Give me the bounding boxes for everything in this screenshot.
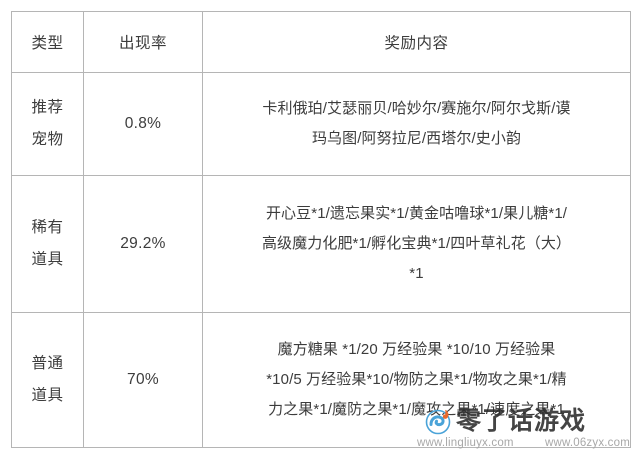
reward-line: 卡利俄珀/艾瑟丽贝/哈妙尔/赛施尔/阿尔戈斯/谟	[262, 100, 571, 117]
table-body: 推荐 宠物 0.8% 卡利俄珀/艾瑟丽贝/哈妙尔/赛施尔/阿尔戈斯/谟 玛乌图/…	[11, 72, 631, 448]
reward-line: 开心豆*1/遗忘果实*1/黄金咕噜球*1/果儿糖*1/	[265, 205, 568, 222]
table-row: 稀有 道具 29.2% 开心豆*1/遗忘果实*1/黄金咕噜球*1/果儿糖*1/ …	[11, 175, 631, 313]
cell-type: 推荐 宠物	[11, 72, 84, 176]
cell-type: 稀有 道具	[11, 175, 84, 313]
cell-reward: 卡利俄珀/艾瑟丽贝/哈妙尔/赛施尔/阿尔戈斯/谟 玛乌图/阿努拉尼/西塔尔/史小…	[202, 72, 631, 176]
reward-line: 玛乌图/阿努拉尼/西塔尔/史小韵	[311, 130, 522, 147]
reward-rate-table: 类型 出现率 奖励内容 推荐 宠物 0.8% 卡利俄珀/艾瑟丽贝/哈妙尔/赛施尔…	[11, 11, 631, 448]
cell-reward: 开心豆*1/遗忘果实*1/黄金咕噜球*1/果儿糖*1/ 高级魔力化肥*1/孵化宝…	[202, 175, 631, 313]
type-line: 推荐	[31, 99, 64, 117]
column-header-type: 类型	[11, 11, 84, 73]
cell-reward: 魔方糖果 *1/20 万经验果 *10/10 万经验果 *10/5 万经验果*1…	[202, 312, 631, 448]
cell-rate: 70%	[83, 312, 203, 448]
cell-rate: 0.8%	[83, 72, 203, 176]
cell-rate: 29.2%	[83, 175, 203, 313]
reward-line: 力之果*1/魔防之果*1/魔攻之果*1/速度之果*1	[268, 401, 565, 418]
cell-type: 普通 道具	[11, 312, 84, 448]
table-header-row: 类型 出现率 奖励内容	[11, 11, 631, 73]
reward-line: 高级魔力化肥*1/孵化宝典*1/四叶草礼花（大）	[261, 235, 572, 252]
column-header-reward: 奖励内容	[202, 11, 631, 73]
type-line: 宠物	[31, 131, 64, 148]
column-header-rate: 出现率	[83, 11, 203, 73]
type-line: 稀有	[31, 219, 64, 237]
table-row: 普通 道具 70% 魔方糖果 *1/20 万经验果 *10/10 万经验果 *1…	[11, 312, 631, 448]
type-line: 普通	[31, 355, 64, 373]
table-row: 推荐 宠物 0.8% 卡利俄珀/艾瑟丽贝/哈妙尔/赛施尔/阿尔戈斯/谟 玛乌图/…	[11, 72, 631, 176]
reward-line: *10/5 万经验果*10/物防之果*1/物攻之果*1/精	[266, 371, 567, 388]
type-line: 道具	[31, 251, 64, 268]
reward-line: 魔方糖果 *1/20 万经验果 *10/10 万经验果	[277, 341, 556, 358]
type-line: 道具	[31, 387, 64, 404]
reward-line: *1	[409, 265, 424, 282]
table-header: 类型 出现率 奖励内容	[11, 11, 631, 73]
